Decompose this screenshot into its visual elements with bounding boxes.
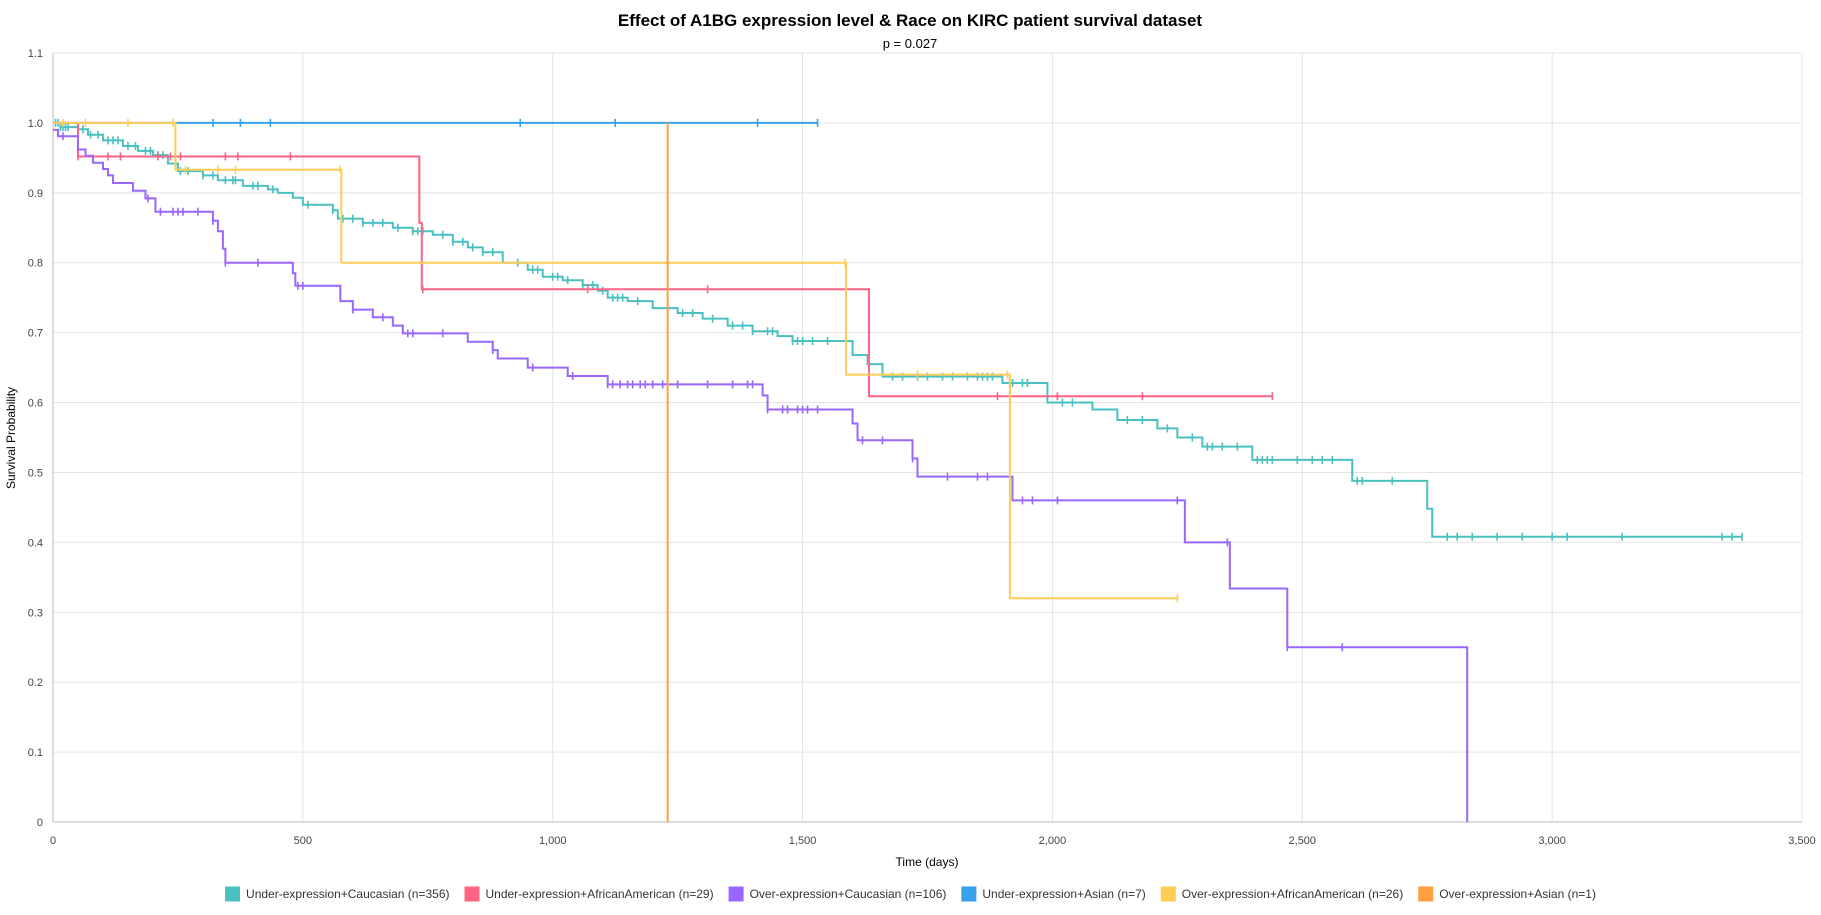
series-3 [53, 118, 819, 127]
legend-item: Over-expression+AfricanAmerican (n=26) [1160, 886, 1403, 902]
y-tick-label: 0.2 [28, 677, 43, 689]
series-layer [53, 118, 1743, 822]
x-axis-label: Time (days) [896, 855, 959, 869]
x-tick-label: 2,500 [1289, 835, 1317, 847]
survival-line [53, 121, 1273, 398]
legend-label: Under-expression+Asian (n=7) [982, 887, 1145, 901]
survival-line [53, 121, 1178, 600]
x-tick-label: 500 [294, 835, 312, 847]
legend-swatch [1160, 886, 1176, 902]
legend-swatch [225, 886, 241, 902]
legend-swatch [728, 886, 744, 902]
y-tick-label: 0 [37, 817, 43, 829]
x-tick-label: 1,000 [539, 835, 567, 847]
legend-label: Under-expression+AfricanAmerican (n=29) [485, 887, 713, 901]
legend-item: Over-expression+Asian (n=1) [1418, 886, 1596, 902]
legend-swatch [464, 886, 480, 902]
x-tick-label: 1,500 [789, 835, 817, 847]
y-tick-label: 1.0 [28, 118, 43, 130]
y-tick-label: 0.3 [28, 607, 43, 619]
legend-label: Over-expression+Asian (n=1) [1439, 887, 1596, 901]
legend-item: Over-expression+Caucasian (n=106) [728, 886, 947, 902]
legend-item: Under-expression+Caucasian (n=356) [225, 886, 450, 902]
y-axis-label: Survival Probability [4, 387, 18, 489]
legend-item: Under-expression+Asian (n=7) [961, 886, 1146, 902]
axes: 0 0.1 0.2 0.3 0.4 0.5 0.6 0.7 0.8 0.9 1.0 1.1 0 500 1,… [28, 48, 1816, 847]
x-tick-label: 3,000 [1538, 835, 1566, 847]
legend: Under-expression+Caucasian (n=356) Under-… [225, 886, 1596, 902]
chart-title: Effect of A1BG expression level & Race o… [618, 11, 1202, 30]
series-1 [53, 121, 1274, 401]
y-tick-label: 0.7 [28, 328, 43, 340]
series-2 [53, 128, 1469, 822]
legend-swatch [961, 886, 977, 902]
grid [52, 52, 1803, 823]
y-tick-label: 0.1 [28, 747, 43, 759]
legend-label: Over-expression+Caucasian (n=106) [750, 887, 947, 901]
y-tick-label: 0.5 [28, 467, 43, 479]
survival-line [53, 128, 1469, 822]
survival-line [53, 121, 1743, 538]
legend-label: Under-expression+Caucasian (n=356) [246, 887, 449, 901]
series-4 [53, 118, 1179, 603]
y-tick-label: 0.8 [28, 258, 43, 270]
x-tick-label: 2,000 [1039, 835, 1067, 847]
legend-item: Under-expression+AfricanAmerican (n=29) [464, 886, 714, 902]
chart-subtitle: p = 0.027 [883, 36, 938, 51]
y-tick-label: 0.6 [28, 398, 43, 410]
x-tick-label: 3,500 [1788, 835, 1816, 847]
y-tick-label: 0.4 [28, 537, 43, 549]
legend-label: Over-expression+AfricanAmerican (n=26) [1182, 887, 1403, 901]
x-tick-label: 0 [50, 835, 56, 847]
y-tick-label: 1.1 [28, 48, 43, 60]
legend-swatch [1418, 886, 1434, 902]
y-tick-label: 0.9 [28, 188, 43, 200]
series-0 [53, 118, 1743, 541]
